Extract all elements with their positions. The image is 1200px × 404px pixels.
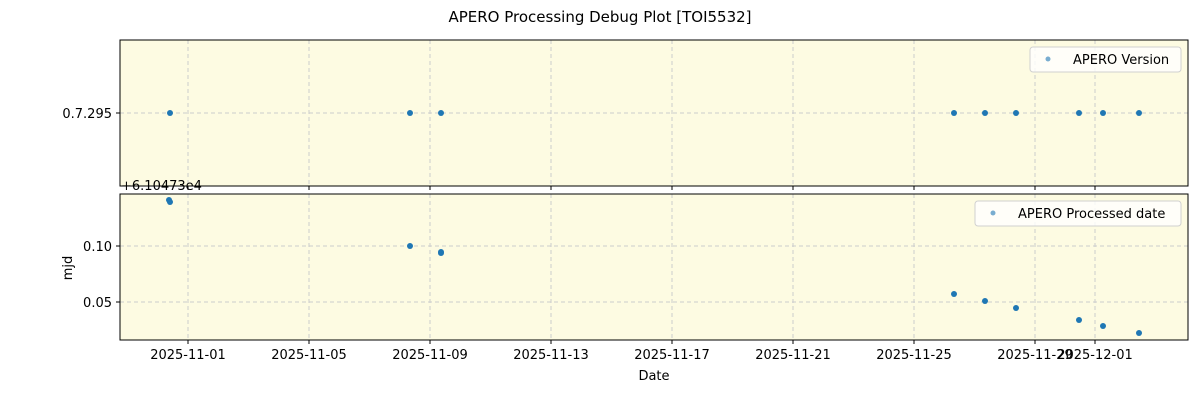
xtick-label: 2025-11-13 (513, 348, 589, 363)
top-xticks (187, 186, 1096, 190)
xtick-label: 2025-12-01 (1057, 348, 1133, 363)
bottom-grid (120, 194, 1188, 340)
ytick-0.10: 0.10 (83, 240, 112, 255)
xtick-label: 2025-11-17 (634, 348, 710, 363)
bottom-xticks (187, 340, 1096, 344)
xtick-label: 2025-11-29 (997, 348, 1073, 363)
xtick-label: 2025-11-21 (755, 348, 831, 363)
top-markers (167, 110, 1142, 116)
top-panel: 0.7.295 APERO Version (62, 39, 1189, 190)
bottom-markers (166, 197, 1142, 336)
top-legend-label: APERO Version (1073, 53, 1169, 68)
xtick-label: 2025-11-09 (392, 348, 468, 363)
ytick-0.05: 0.05 (83, 296, 112, 311)
y-axis-label: mjd (61, 256, 76, 281)
xtick-label: 2025-11-25 (876, 348, 952, 363)
offset-label: +6.10473e4 (121, 179, 202, 194)
xtick-label: 2025-11-01 (150, 348, 226, 363)
bottom-legend: APERO Processed date (974, 200, 1182, 227)
xtick-label: 2025-11-05 (271, 348, 347, 363)
top-legend: APERO Version (1029, 46, 1182, 73)
legend-marker-icon (1045, 56, 1051, 62)
bottom-yticks (116, 245, 120, 303)
bottom-legend-label: APERO Processed date (1018, 207, 1165, 222)
chart-title: APERO Processing Debug Plot [TOI5532] (448, 8, 751, 26)
top-ytick-label: 0.7.295 (62, 107, 112, 122)
x-axis-label: Date (638, 369, 669, 384)
xtick-labels: 2025-11-01 2025-11-05 2025-11-09 2025-11… (150, 348, 1133, 363)
legend-marker-icon (990, 210, 996, 216)
bottom-panel: 0.10 0.05 mjd +6.10473e4 2025-11-01 2025… (61, 179, 1189, 384)
